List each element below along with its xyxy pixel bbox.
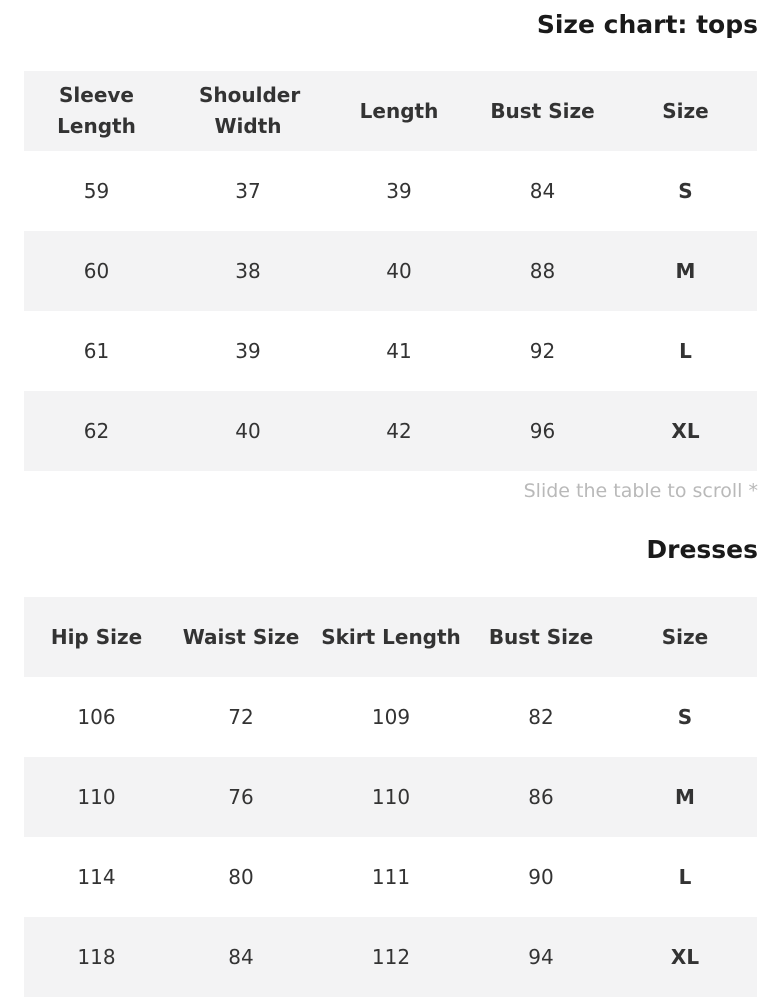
scroll-hint: Slide the table to scroll * — [523, 480, 758, 502]
size-cell: L — [678, 865, 692, 889]
size-cell: L — [679, 339, 692, 363]
table-row: 110 76 110 86 M — [24, 757, 757, 837]
measurement-cell: 40 — [169, 391, 327, 471]
table-row: 106 72 109 82 S — [24, 677, 757, 757]
size-cell: XL — [613, 917, 757, 997]
measurement-cell: 40 — [327, 231, 471, 311]
measurement-cell: 94 — [469, 917, 613, 997]
measurement-cell: 37 — [235, 179, 261, 203]
dresses-size-table[interactable]: Hip Size Waist Size Skirt Length Bust Si… — [24, 597, 757, 997]
measurement-cell: 110 — [313, 757, 469, 837]
measurement-cell: 110 — [24, 757, 169, 837]
measurement-cell: 76 — [169, 757, 313, 837]
measurement-cell: 111 — [371, 865, 411, 889]
tops-size-table[interactable]: Sleeve Length Shoulder Width Length Bust… — [24, 71, 757, 471]
measurement-cell: 90 — [528, 865, 554, 889]
measurement-cell: 112 — [313, 917, 469, 997]
table-row: 59 37 39 84 S — [24, 151, 757, 231]
column-header: Sleeve Length — [24, 71, 169, 151]
table-header-row: Sleeve Length Shoulder Width Length Bust… — [24, 71, 757, 151]
measurement-cell: 86 — [469, 757, 613, 837]
table-row: 62 40 42 96 XL — [24, 391, 757, 471]
column-header: Bust Size — [469, 597, 613, 677]
measurement-cell: 39 — [235, 339, 261, 363]
table-row: 118 84 112 94 XL — [24, 917, 757, 997]
measurement-cell: 118 — [24, 917, 169, 997]
measurement-cell: 39 — [386, 179, 412, 203]
measurement-cell: 88 — [471, 231, 614, 311]
column-header: Size — [613, 597, 757, 677]
measurement-cell: 106 — [77, 705, 116, 729]
measurement-cell: 84 — [529, 179, 556, 203]
column-header: Hip Size — [24, 597, 169, 677]
column-header: Size — [614, 71, 757, 151]
column-header: Waist Size — [169, 597, 313, 677]
measurement-cell: 82 — [528, 705, 554, 729]
measurement-cell: 72 — [228, 705, 254, 729]
measurement-cell: 92 — [529, 339, 556, 363]
column-header: Shoulder Width — [169, 71, 327, 151]
column-header: Bust Size — [471, 71, 614, 151]
measurement-cell: 62 — [24, 391, 169, 471]
tops-title: Size chart: tops — [536, 10, 758, 39]
column-header: Length — [327, 71, 471, 151]
measurement-cell: 59 — [83, 179, 110, 203]
measurement-cell: 109 — [371, 705, 411, 729]
measurement-cell: 60 — [24, 231, 169, 311]
measurement-cell: 61 — [83, 339, 110, 363]
measurement-cell: 42 — [327, 391, 471, 471]
column-header: Skirt Length — [313, 597, 469, 677]
size-cell: XL — [614, 391, 757, 471]
size-cell: M — [614, 231, 757, 311]
table-row: 60 38 40 88 M — [24, 231, 757, 311]
size-cell: S — [677, 705, 693, 729]
measurement-cell: 96 — [471, 391, 614, 471]
measurement-cell: 84 — [169, 917, 313, 997]
measurement-cell: 114 — [77, 865, 116, 889]
table-header-row: Hip Size Waist Size Skirt Length Bust Si… — [24, 597, 757, 677]
dresses-title: Dresses — [646, 535, 758, 564]
measurement-cell: 38 — [169, 231, 327, 311]
size-cell: S — [678, 179, 693, 203]
measurement-cell: 41 — [386, 339, 412, 363]
table-row: 114 80 111 90 L — [24, 837, 757, 917]
size-cell: M — [613, 757, 757, 837]
table-row: 61 39 41 92 L — [24, 311, 757, 391]
measurement-cell: 80 — [228, 865, 254, 889]
